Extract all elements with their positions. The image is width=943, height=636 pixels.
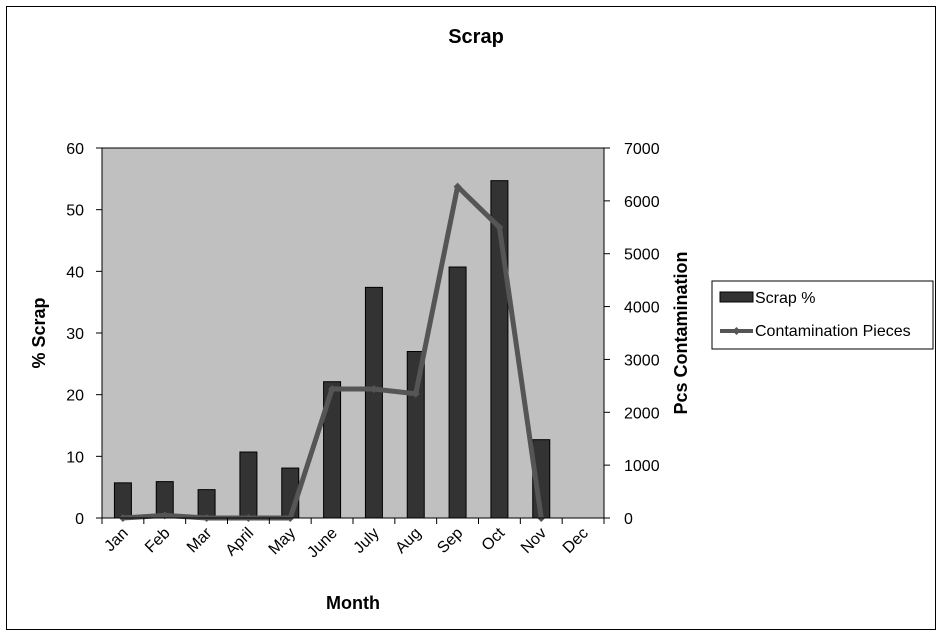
bar-mar <box>197 489 216 519</box>
legend-swatch-scrap <box>719 291 754 303</box>
x-tick-label: Aug <box>392 525 424 557</box>
y2-tick-label: 1000 <box>624 458 660 475</box>
contamination-point-feb <box>160 511 169 520</box>
y-tick-label: 0 <box>75 511 84 528</box>
plot-area <box>101 147 605 519</box>
x-tick-label: Mar <box>184 524 216 556</box>
bar-july <box>364 286 383 519</box>
x-tick-label: April <box>223 525 258 560</box>
legend-label-contamination: Contamination Pieces <box>755 323 911 340</box>
x-tick-label: June <box>304 525 341 562</box>
contamination-point-july <box>369 385 378 394</box>
x-tick-label: Oct <box>479 524 509 554</box>
y-tick-label: 20 <box>66 388 84 405</box>
contamination-point-june <box>328 385 337 394</box>
y-tick-label: 60 <box>66 141 84 158</box>
x-tick-label: Feb <box>142 525 174 557</box>
bar-sep <box>448 266 467 519</box>
y2-tick-label: 7000 <box>624 141 660 158</box>
legend: Scrap % Contamination Pieces <box>711 280 934 350</box>
y-axis-title: % Scrap <box>29 297 49 368</box>
contamination-point-aug <box>411 389 420 398</box>
y-tick-label: 40 <box>66 264 84 281</box>
chart-title: Scrap <box>448 26 504 48</box>
y2-tick-label: 5000 <box>624 247 660 264</box>
y2-tick-label: 0 <box>624 511 633 528</box>
x-tick-label: July <box>351 525 383 557</box>
bar-april <box>239 451 258 519</box>
y-tick-label: 50 <box>66 203 84 220</box>
contamination-point-oct <box>495 223 504 232</box>
x-tick-label: Nov <box>518 525 550 557</box>
y-tick-label: 10 <box>66 449 84 466</box>
x-tick-label: Dec <box>560 525 592 557</box>
x-tick-label: Sep <box>434 525 466 557</box>
y2-tick-label: 6000 <box>624 194 660 211</box>
bar-jan <box>113 482 132 519</box>
y2-tick-label: 4000 <box>624 300 660 317</box>
y-tick-label: 30 <box>66 326 84 343</box>
legend-label-scrap: Scrap % <box>755 290 815 307</box>
x-tick-label: Jan <box>101 525 131 555</box>
x-tick-label: May <box>266 525 299 558</box>
x-axis-title: Month <box>326 593 380 613</box>
y2-axis-title: Pcs Contamination <box>671 251 691 414</box>
y2-tick-label: 3000 <box>624 352 660 369</box>
legend-marker-contamination <box>732 327 741 335</box>
y2-tick-label: 2000 <box>624 405 660 422</box>
contamination-point-sep <box>453 182 462 191</box>
